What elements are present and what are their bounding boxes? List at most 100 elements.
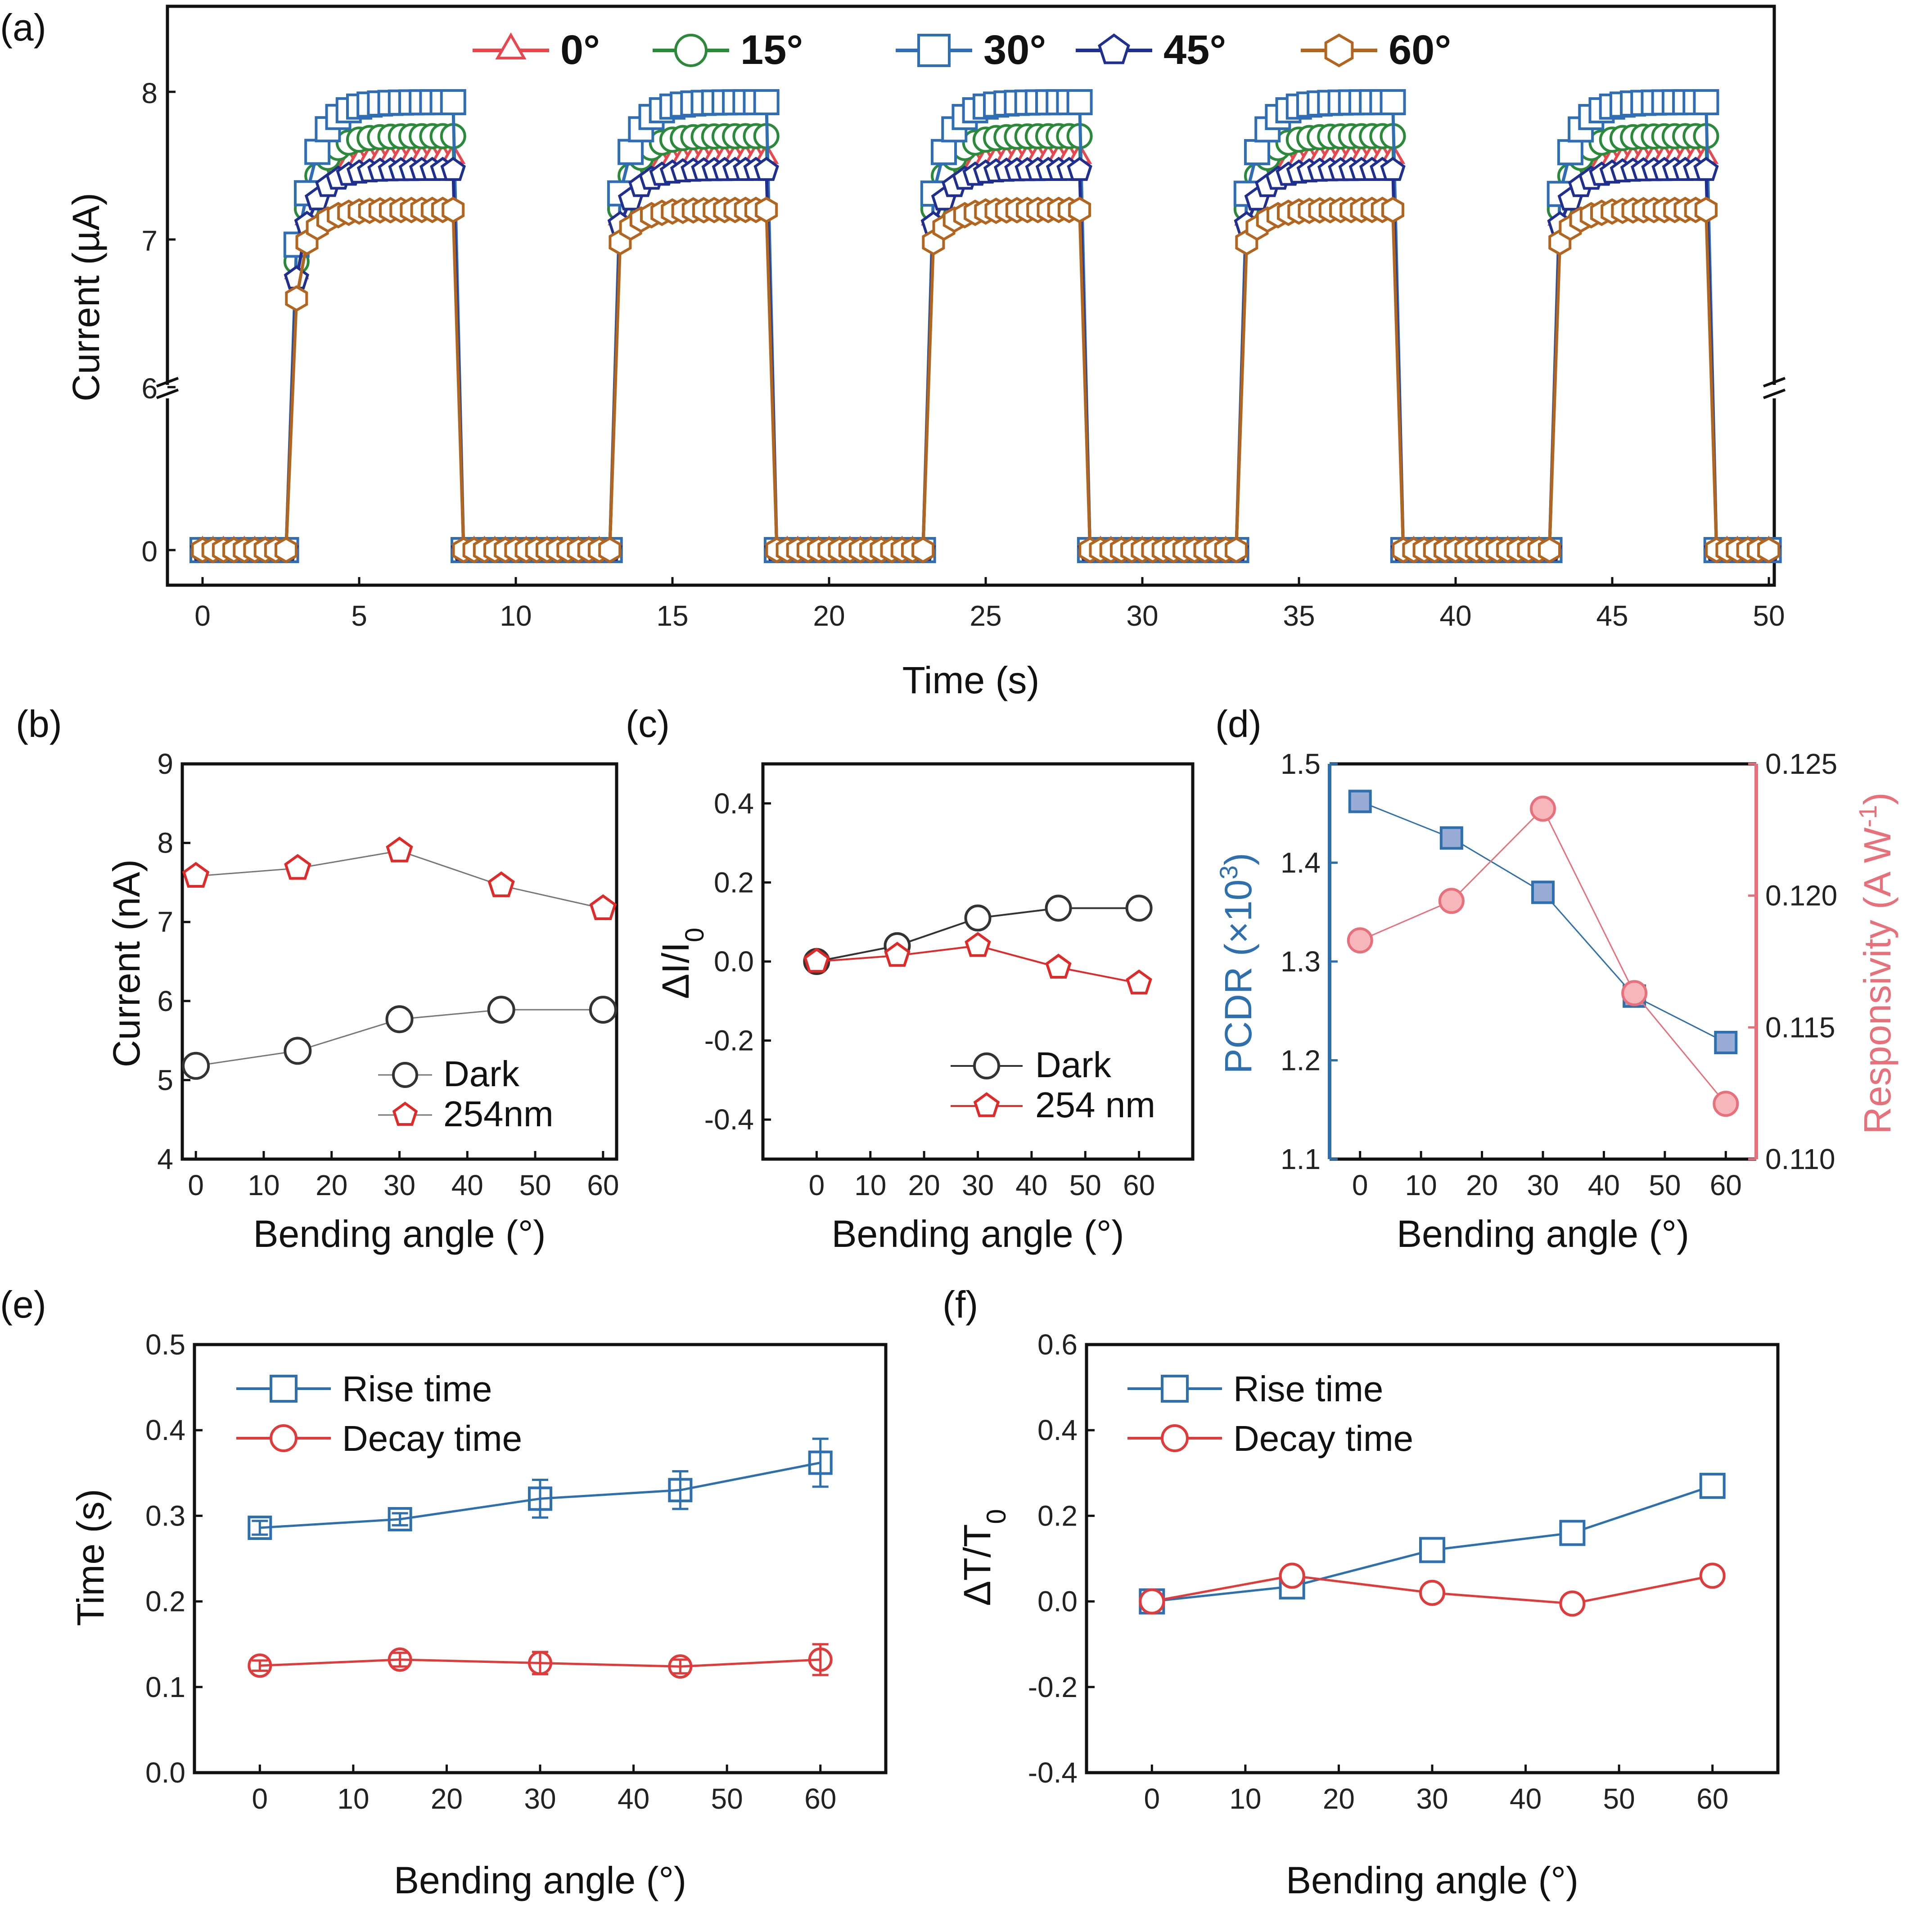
- x-tick-label: 50: [1753, 600, 1785, 632]
- x-tick-label: 30: [962, 1169, 994, 1201]
- y-tick-label: 1.4: [1281, 847, 1321, 879]
- x-tick-label: 60: [587, 1169, 619, 1201]
- data-point: [1045, 894, 1072, 922]
- x-tick-label: 20: [316, 1169, 347, 1201]
- y-tick-label: 6: [141, 372, 158, 405]
- legend-marker: [973, 1092, 1000, 1117]
- series-0: [182, 996, 617, 1080]
- axis-break-mark: [156, 377, 179, 388]
- series-1: [182, 836, 617, 920]
- y-tick-label: 0.5: [145, 1328, 185, 1361]
- data-point: [1068, 196, 1091, 223]
- data-point: [1381, 196, 1404, 223]
- x-tick-label: 10: [248, 1169, 280, 1201]
- x-tick-label: 50: [1069, 1169, 1101, 1201]
- x-tick-label: 10: [1405, 1169, 1437, 1201]
- data-point: [182, 1052, 210, 1080]
- y-tick-label: 0.2: [714, 866, 754, 898]
- y-tick-label: 0.2: [1037, 1499, 1078, 1532]
- data-point: [1066, 89, 1093, 116]
- y-tick-label: 0.1: [145, 1671, 185, 1703]
- y-axis-label-sub: 0: [981, 1509, 1011, 1524]
- data-point: [1757, 537, 1781, 564]
- y-tick-label: 7: [141, 225, 158, 257]
- legend-marker: [973, 1052, 1000, 1079]
- data-point: [440, 157, 466, 181]
- series-responsivity: [1347, 795, 1739, 1117]
- legend-label: Dark: [1035, 1045, 1112, 1085]
- data-point: [1439, 826, 1463, 850]
- x-tick-label: 30: [524, 1783, 556, 1815]
- data-point: [528, 1486, 552, 1511]
- data-point: [1380, 89, 1406, 116]
- legend: Rise time Decay time: [236, 1369, 522, 1458]
- data-point: [1244, 139, 1270, 165]
- data-point: [1045, 953, 1072, 979]
- data-point: [1693, 157, 1719, 181]
- y-tick-label: 0.2: [145, 1585, 185, 1618]
- y-axis-label-sub: 0: [680, 928, 709, 942]
- data-point: [884, 942, 911, 967]
- x-tick-label: 40: [1439, 600, 1471, 632]
- legend: 0° 15° 30° 45° 60°: [473, 27, 1451, 73]
- y-axis-label-left: PCDR (×103): [1214, 853, 1260, 1074]
- x-tick-label: 35: [1283, 600, 1315, 632]
- legend-label: 254nm: [443, 1094, 554, 1134]
- x-tick-label: 20: [813, 600, 845, 632]
- legend-label: 60°: [1389, 27, 1451, 73]
- panel-f: (f) 0 10 20 30 40 50 60 -0.4 -0.2 0.0 0.2 0.4 0.6 Bend…: [942, 1283, 1780, 1901]
- x-tick-label: 20: [1323, 1783, 1355, 1815]
- x-tick-label: 0: [1144, 1783, 1160, 1815]
- y-axis-label: Time (s): [69, 1489, 112, 1626]
- legend-marker: [917, 34, 951, 67]
- legend-marker: [1161, 1424, 1189, 1452]
- data-point: [1139, 1588, 1165, 1615]
- data-point: [1699, 1562, 1726, 1589]
- data-point: [755, 196, 778, 223]
- y-axis-label: Current (µA): [65, 193, 107, 402]
- data-point: [668, 1654, 693, 1679]
- y-tick-label: 1.5: [1281, 748, 1321, 780]
- axis-break-mark: [1763, 377, 1786, 388]
- data-point: [1531, 880, 1555, 904]
- legend-label: 0°: [560, 27, 600, 73]
- y-axis-label-main: ΔT/T: [956, 1524, 998, 1606]
- panel-d: (d) 0 10 20 30 40 50 60 1.1 1.2 1.3 1.4 1.5 0.110 0.11…: [1214, 703, 1899, 1255]
- data-point: [753, 89, 780, 116]
- legend-marker: [1098, 33, 1130, 64]
- axis-break-gap: [163, 385, 1779, 398]
- series-line: [203, 208, 1769, 552]
- x-tick-label: 50: [519, 1169, 551, 1201]
- y-tick-label: 9: [157, 748, 173, 780]
- x-axis-label: Bending angle (°): [1286, 1859, 1578, 1901]
- y-axis-label: Current (nA): [105, 859, 148, 1067]
- data-point: [385, 1005, 414, 1034]
- legend-label: 45°: [1163, 27, 1226, 73]
- x-tick-label: 30: [1416, 1783, 1448, 1815]
- data-point: [386, 836, 413, 862]
- data-point: [1559, 1520, 1586, 1546]
- y-tick-label: 0.0: [1037, 1585, 1078, 1618]
- data-point: [1126, 969, 1152, 995]
- panel-b: (b) 0 10 20 30 40 50 60 4 5 6 7 8 9 Bending angle (°) C…: [16, 703, 619, 1255]
- x-tick-label: 30: [1527, 1169, 1559, 1201]
- legend-label: Rise time: [342, 1369, 492, 1409]
- y-tick-label: 0.125: [1765, 748, 1837, 780]
- legend-label: 15°: [740, 27, 803, 73]
- y-tick-label: 8: [157, 827, 173, 859]
- data-point: [1694, 196, 1718, 223]
- data-point: [1348, 790, 1372, 813]
- data-point: [1419, 1580, 1445, 1606]
- legend-label: Dark: [443, 1054, 520, 1094]
- x-tick-label: 10: [854, 1169, 886, 1201]
- data-point: [388, 1647, 412, 1672]
- data-point: [1699, 1472, 1726, 1499]
- series-1: [248, 1643, 833, 1679]
- y-tick-label: 0.110: [1765, 1143, 1835, 1175]
- legend-label: Rise time: [1233, 1369, 1383, 1409]
- data-point: [248, 1516, 272, 1540]
- x-tick-label: 20: [1466, 1169, 1498, 1201]
